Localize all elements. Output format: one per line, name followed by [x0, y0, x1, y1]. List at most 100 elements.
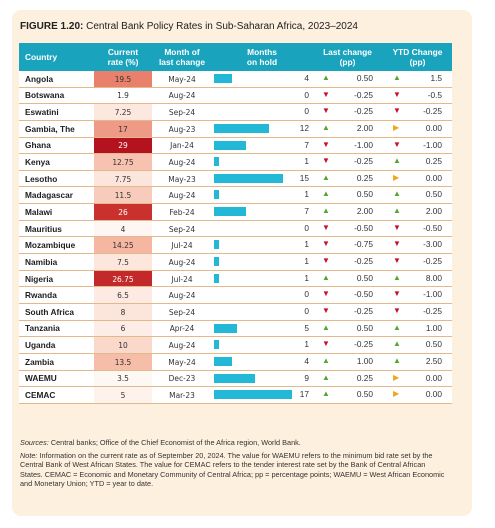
ytd-change-value: -1.00: [423, 289, 442, 300]
last-change-value: 2.00: [356, 122, 373, 133]
last-change-cell: ▼ -0.50: [312, 286, 383, 304]
arrow-up-icon: ▲: [322, 189, 330, 199]
ytd-change-cell: ▲ 2.00: [383, 203, 452, 221]
months-on-hold-value: 7: [304, 206, 309, 217]
months-on-hold-bar: [214, 190, 219, 200]
table-row: Uganda 10 Aug-24 1 ▼ -0.25 ▲ 0.50: [19, 336, 452, 354]
arrow-up-icon: ▲: [393, 73, 401, 82]
months-on-hold-cell: 7: [212, 203, 312, 221]
country-cell: Uganda: [19, 336, 94, 354]
arrow-up-icon: ▲: [393, 322, 401, 332]
months-on-hold-value: 12: [299, 122, 309, 133]
last-change-cell: ▲ 0.50: [312, 270, 383, 288]
last-change-value: 0.25: [356, 172, 373, 183]
months-on-hold-cell: 0: [212, 303, 312, 321]
table-row: Gambia, The 17 Aug-23 12 ▲ 2.00 ▶ 0.00: [19, 120, 452, 138]
column-header-month-of-last-change: Month of last change: [152, 43, 212, 71]
ytd-change-value: 2.50: [425, 355, 442, 366]
current-rate-cell: 10: [94, 336, 152, 354]
arrow-up-icon: ▲: [322, 272, 330, 282]
ytd-change-value: -0.25: [423, 256, 442, 267]
ytd-change-cell: ▶ 0.00: [383, 370, 452, 388]
arrow-down-icon: ▼: [393, 239, 401, 249]
arrow-down-icon: ▼: [393, 256, 401, 266]
last-change-value: -0.25: [354, 305, 373, 316]
ytd-change-cell: ▲ 0.50: [383, 336, 452, 354]
country-cell: Angola: [19, 71, 94, 88]
table-row: Eswatini 7.25 Sep-24 0 ▼ -0.25 ▼ -0.25: [19, 103, 452, 121]
table-row: Namibia 7.5 Aug-24 1 ▼ -0.25 ▼ -0.25: [19, 253, 452, 271]
arrow-down-icon: ▼: [393, 222, 401, 232]
current-rate-cell: 7.5: [94, 253, 152, 271]
arrow-down-icon: ▼: [322, 256, 330, 266]
months-on-hold-cell: 4: [212, 71, 312, 88]
months-on-hold-bar: [214, 340, 219, 350]
months-on-hold-cell: 12: [212, 120, 312, 138]
last-change-month-cell: Aug-24: [152, 87, 212, 105]
ytd-change-cell: ▲ 0.25: [383, 153, 452, 171]
figure-label: FIGURE 1.20:: [20, 21, 84, 32]
months-on-hold-cell: 1: [212, 270, 312, 288]
arrow-down-icon: ▼: [322, 339, 330, 349]
last-change-month-cell: Mar-23: [152, 386, 212, 404]
current-rate-cell: 3.5: [94, 370, 152, 388]
table-row: Rwanda 6.5 Aug-24 0 ▼ -0.50 ▼ -1.00: [19, 286, 452, 304]
arrow-up-icon: ▲: [393, 339, 401, 349]
column-header-line: Last change: [323, 47, 372, 57]
last-change-month-cell: Aug-24: [152, 286, 212, 304]
months-on-hold-value: 0: [304, 305, 309, 316]
months-on-hold-value: 17: [299, 389, 309, 400]
ytd-change-cell: ▼ -1.00: [383, 286, 452, 304]
ytd-change-value: 8.00: [425, 272, 442, 283]
ytd-change-value: 0.50: [425, 339, 442, 350]
country-cell: Tanzania: [19, 320, 94, 338]
ytd-change-cell: ▶ 0.00: [383, 170, 452, 188]
last-change-value: -0.75: [354, 239, 373, 250]
last-change-month-cell: Jul-24: [152, 236, 212, 255]
ytd-change-value: 1.00: [425, 322, 442, 333]
last-change-cell: ▼ -0.25: [312, 87, 383, 105]
ytd-change-value: -0.25: [423, 106, 442, 117]
last-change-month-cell: Aug-23: [152, 120, 212, 138]
last-change-cell: ▲ 0.50: [312, 320, 383, 338]
last-change-month-cell: Sep-24: [152, 303, 212, 321]
ytd-change-value: 0.50: [425, 189, 442, 200]
months-on-hold-value: 1: [304, 189, 309, 200]
months-on-hold-value: 5: [304, 322, 309, 333]
months-on-hold-bar: [214, 257, 219, 267]
months-on-hold-value: 4: [304, 73, 309, 83]
months-on-hold-cell: 0: [212, 220, 312, 238]
table-row: Mozambique 14.25 Jul-24 1 ▼ -0.75 ▼ -3.00: [19, 236, 452, 255]
country-cell: Mauritius: [19, 220, 94, 238]
arrow-up-icon: ▲: [393, 189, 401, 199]
arrow-up-icon: ▲: [322, 122, 330, 132]
ytd-change-cell: ▼ -0.5: [383, 87, 452, 105]
last-change-value: 1.00: [356, 355, 373, 366]
arrow-down-icon: ▼: [322, 156, 330, 166]
last-change-cell: ▼ -0.25: [312, 253, 383, 271]
arrow-flat-icon: ▶: [393, 172, 400, 182]
last-change-value: -0.50: [354, 289, 373, 300]
ytd-change-value: -3.00: [423, 239, 442, 250]
months-on-hold-value: 1: [304, 339, 309, 350]
last-change-cell: ▼ -0.75: [312, 236, 383, 255]
country-cell: Eswatini: [19, 103, 94, 121]
last-change-value: 0.50: [356, 73, 373, 83]
current-rate-cell: 17: [94, 120, 152, 138]
country-cell: Rwanda: [19, 286, 94, 304]
arrow-up-icon: ▲: [322, 389, 330, 399]
months-on-hold-value: 15: [299, 172, 309, 183]
last-change-cell: ▲ 0.50: [312, 71, 383, 88]
current-rate-cell: 6.5: [94, 286, 152, 304]
table-row: South Africa 8 Sep-24 0 ▼ -0.25 ▼ -0.25: [19, 303, 452, 321]
ytd-change-cell: ▶ 0.00: [383, 120, 452, 138]
arrow-down-icon: ▼: [322, 222, 330, 232]
last-change-value: -0.25: [354, 256, 373, 267]
last-change-cell: ▲ 1.00: [312, 353, 383, 371]
table-row: Tanzania 6 Apr-24 5 ▲ 0.50 ▲ 1.00: [19, 320, 452, 338]
current-rate-cell: 26.75: [94, 270, 152, 288]
column-header-current-rate: Current rate (%): [94, 43, 152, 71]
ytd-change-cell: ▶ 0.00: [383, 386, 452, 404]
sources-text: Sources: Central banks; Office of the Ch…: [20, 438, 450, 447]
ytd-change-value: -0.50: [423, 222, 442, 233]
